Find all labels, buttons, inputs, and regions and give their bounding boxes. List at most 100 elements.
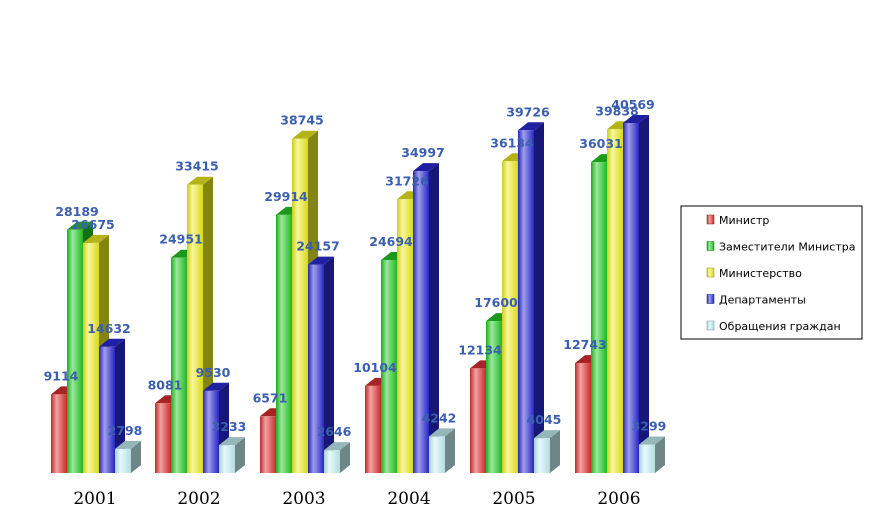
data-label: 4242 (422, 410, 457, 425)
bar-top-2002-4 (219, 437, 245, 446)
bar-top-2004-4 (429, 428, 455, 437)
bar-2003-2 (292, 138, 308, 474)
data-label: 6571 (253, 390, 288, 405)
data-label: 12134 (458, 342, 502, 357)
data-label: 31726 (385, 173, 429, 188)
bar-top-2005-4 (534, 430, 560, 439)
bar-top-2001-4 (115, 440, 141, 449)
x-tick-label: 2006 (597, 489, 640, 509)
bar-top-2001-2 (83, 234, 109, 243)
data-label: 38745 (280, 113, 324, 128)
legend-entry: Обращения граждан (719, 320, 841, 333)
data-label: 9530 (196, 365, 231, 380)
bar-top-2006-3 (623, 115, 649, 123)
bar-2005-4 (534, 438, 550, 473)
bar-side-2002-4 (235, 437, 245, 473)
bar-side-2005-3 (534, 122, 544, 473)
bar-2006-0 (575, 363, 591, 473)
bar-2002-2 (187, 184, 203, 473)
bar-2001-4 (115, 448, 131, 473)
bar-2005-0 (470, 368, 486, 473)
legend-swatch (706, 320, 715, 331)
bar-side-2001-3 (115, 338, 125, 473)
data-label: 24157 (296, 239, 340, 254)
data-label: 17600 (474, 295, 518, 310)
legend-swatch (706, 294, 715, 304)
bar-top-2001-1 (67, 221, 93, 230)
bar-2003-0 (260, 416, 276, 473)
bar-2004-2 (397, 199, 413, 473)
data-label: 24694 (369, 234, 413, 249)
bar-side-2003-3 (324, 256, 334, 473)
bar-side-2006-4 (655, 436, 665, 473)
bar-2001-0 (51, 394, 67, 473)
data-label: 34997 (401, 145, 445, 160)
data-label: 14632 (87, 321, 131, 336)
bar-2002-1 (171, 257, 187, 473)
data-label: 29914 (264, 189, 308, 204)
bar-2006-2 (607, 129, 623, 474)
x-tick-label: 2001 (73, 489, 116, 509)
bars-layer (51, 115, 665, 474)
bar-side-2004-3 (429, 163, 439, 474)
bar-2006-1 (591, 162, 607, 474)
legend-swatch (706, 267, 715, 278)
bar-2004-0 (365, 385, 381, 473)
data-label: 2798 (108, 423, 143, 438)
bar-2003-1 (276, 214, 292, 473)
legend-entry: Департаменты (719, 294, 806, 307)
bar-2002-4 (219, 445, 235, 473)
legend-entry: Заместители Министра (719, 241, 855, 254)
legend-entry: Министерство (719, 267, 802, 280)
bar-2002-0 (155, 403, 171, 473)
data-label: 26675 (71, 217, 115, 232)
bar-2006-4 (639, 444, 655, 473)
data-label: 28189 (55, 204, 99, 219)
bar-2003-3 (308, 264, 324, 473)
bar-side-2001-4 (131, 440, 141, 473)
bar-2005-1 (486, 321, 502, 473)
bar-top-2003-3 (308, 256, 334, 265)
bar-2004-1 (381, 259, 397, 473)
bar-top-2005-3 (518, 122, 544, 131)
data-label: 8081 (148, 377, 183, 392)
bar-2004-4 (429, 436, 445, 473)
data-label: 39838 (595, 103, 639, 118)
data-label: 24951 (159, 232, 203, 247)
legend-entry: Министр (719, 214, 769, 227)
bar-2003-4 (324, 450, 340, 473)
data-label: 3299 (632, 419, 667, 434)
bar-2004-3 (413, 171, 429, 474)
data-label: 40569 (611, 97, 655, 112)
x-tick-label: 2005 (492, 489, 535, 509)
bar-side-2006-3 (639, 115, 649, 473)
x-axis-labels: 2001 2002 2003 2004 2005 2006 (73, 489, 640, 509)
bar-top-2003-2 (292, 130, 318, 139)
data-label: 2646 (317, 424, 352, 439)
legend-swatch (706, 241, 715, 251)
bar-top-2003-4 (324, 442, 350, 451)
bar-side-2005-4 (550, 430, 560, 473)
bar-2001-1 (67, 229, 83, 473)
data-label: 36031 (579, 136, 623, 151)
x-tick-label: 2004 (387, 489, 430, 509)
bar-side-2004-4 (445, 428, 455, 473)
bar-2005-3 (518, 130, 534, 473)
bar-top-2002-3 (203, 382, 229, 391)
x-tick-label: 2002 (177, 489, 220, 509)
data-label: 33415 (175, 159, 219, 174)
bar-top-2004-3 (413, 163, 439, 172)
data-label: 36134 (490, 135, 534, 150)
bar-top-2006-4 (639, 436, 665, 445)
data-label: 9114 (44, 368, 79, 383)
legend: Министр Заместители Министра Министерство Д… (680, 205, 863, 340)
bar-2006-3 (623, 123, 639, 473)
bar-top-2002-2 (187, 176, 213, 185)
data-label: 12743 (563, 337, 607, 352)
bar-2001-3 (99, 346, 115, 473)
bar-side-2003-4 (340, 442, 350, 473)
x-tick-label: 2003 (282, 489, 325, 509)
